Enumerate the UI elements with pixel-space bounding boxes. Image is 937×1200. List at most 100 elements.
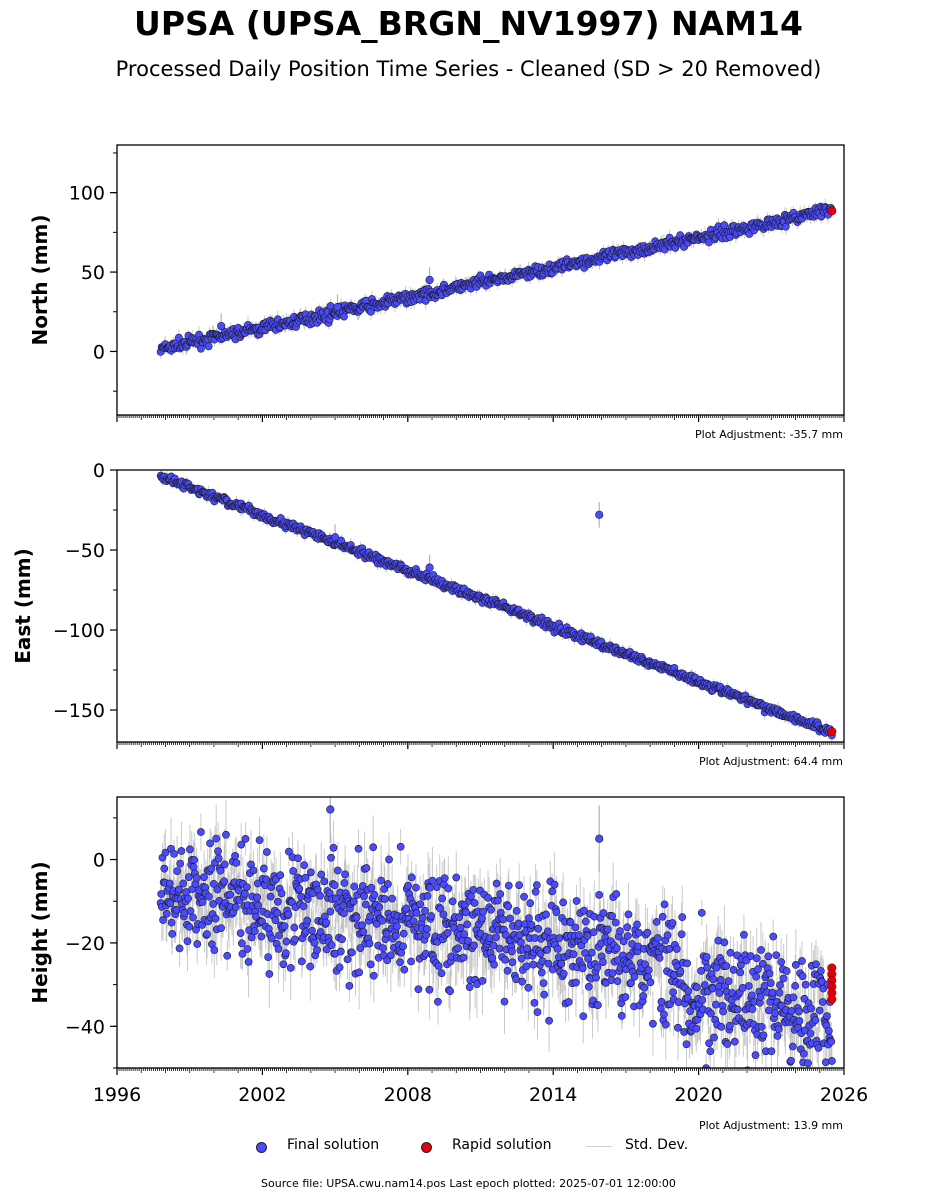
- final-point: [273, 909, 282, 917]
- final-point: [271, 916, 280, 925]
- outlier-point: [425, 563, 434, 572]
- final-point: [189, 913, 197, 922]
- final-point: [209, 900, 218, 908]
- final-point: [214, 847, 222, 856]
- final-point: [247, 933, 256, 942]
- y-tick-label: −150: [53, 700, 105, 722]
- final-point: [290, 923, 299, 932]
- y-tick-label: 50: [81, 262, 105, 284]
- final-point: [267, 934, 276, 943]
- final-point: [265, 970, 274, 978]
- final-point: [285, 847, 293, 856]
- final-point: [339, 909, 348, 918]
- final-point: [165, 879, 174, 888]
- final-point: [277, 889, 286, 898]
- final-point: [200, 873, 208, 882]
- final-point: [250, 927, 259, 936]
- final-point: [173, 867, 181, 875]
- final-point: [330, 881, 339, 890]
- final-point: [241, 835, 250, 843]
- final-point: [297, 892, 305, 901]
- final-points: [156, 805, 837, 1068]
- final-point: [209, 879, 218, 888]
- final-point: [193, 940, 202, 948]
- final-point: [308, 926, 316, 935]
- final-point: [266, 892, 275, 901]
- final-point: [333, 866, 342, 875]
- final-point: [286, 963, 295, 972]
- final-points: [156, 471, 837, 740]
- final-point: [327, 853, 335, 862]
- outlier-point: [333, 302, 342, 312]
- final-point: [184, 873, 193, 882]
- final-point: [322, 918, 331, 927]
- final-point: [299, 902, 308, 911]
- final-point: [223, 951, 232, 960]
- final-point: [253, 893, 262, 902]
- final-point: [198, 898, 207, 906]
- rapid-point: [827, 206, 837, 216]
- final-point: [294, 854, 302, 863]
- final-point: [259, 864, 268, 873]
- final-point: [243, 945, 252, 953]
- outlier-point: [331, 533, 340, 542]
- final-point: [183, 937, 192, 946]
- final-point: [167, 918, 176, 927]
- final-point: [282, 937, 291, 946]
- final-point: [274, 897, 282, 906]
- final-point: [186, 845, 194, 854]
- final-point: [157, 890, 166, 898]
- final-point: [317, 870, 326, 879]
- final-point: [339, 901, 348, 910]
- final-point: [236, 929, 245, 937]
- final-point: [175, 944, 184, 953]
- final-point: [174, 333, 183, 342]
- final-point: [207, 864, 216, 873]
- final-points: [156, 202, 837, 356]
- final-point: [335, 963, 344, 972]
- final-point: [204, 892, 213, 901]
- final-point: [179, 879, 188, 888]
- final-point: [168, 930, 177, 938]
- final-point: [190, 856, 199, 864]
- final-point: [291, 935, 299, 944]
- chart-subtitle: Processed Daily Position Time Series - C…: [115, 57, 822, 81]
- final-point: [720, 221, 729, 230]
- y-tick-label: −50: [65, 540, 105, 562]
- final-point: [210, 946, 219, 955]
- final-point: [320, 877, 329, 886]
- final-point: [300, 861, 309, 869]
- panel-1: −150 −100 −50 0 East (mm): [11, 460, 845, 749]
- final-point: [237, 840, 246, 849]
- final-point: [316, 891, 324, 900]
- final-point: [329, 843, 338, 852]
- final-point: [336, 947, 345, 956]
- final-point: [159, 916, 167, 924]
- final-point: [220, 877, 229, 886]
- final-point: [280, 922, 289, 930]
- final-point: [275, 931, 283, 940]
- final-point: [242, 883, 251, 891]
- y-tick-label: 0: [93, 341, 105, 363]
- final-point: [297, 957, 306, 966]
- final-point: [327, 941, 336, 950]
- final-point: [204, 342, 213, 351]
- final-point: [341, 870, 349, 879]
- panel-0: 0 50 100 North (mm): [28, 144, 845, 422]
- final-point: [781, 222, 790, 231]
- final-point: [313, 946, 321, 954]
- final-point: [203, 930, 211, 939]
- final-point: [307, 868, 315, 877]
- final-point: [276, 871, 285, 879]
- final-point: [184, 894, 192, 903]
- final-point: [176, 859, 185, 868]
- y-tick-label: 0: [93, 460, 105, 482]
- final-point: [217, 924, 225, 932]
- final-point: [306, 962, 315, 971]
- outlier-point: [217, 321, 226, 331]
- final-point: [220, 860, 229, 869]
- final-point: [226, 890, 235, 899]
- final-point: [279, 960, 288, 969]
